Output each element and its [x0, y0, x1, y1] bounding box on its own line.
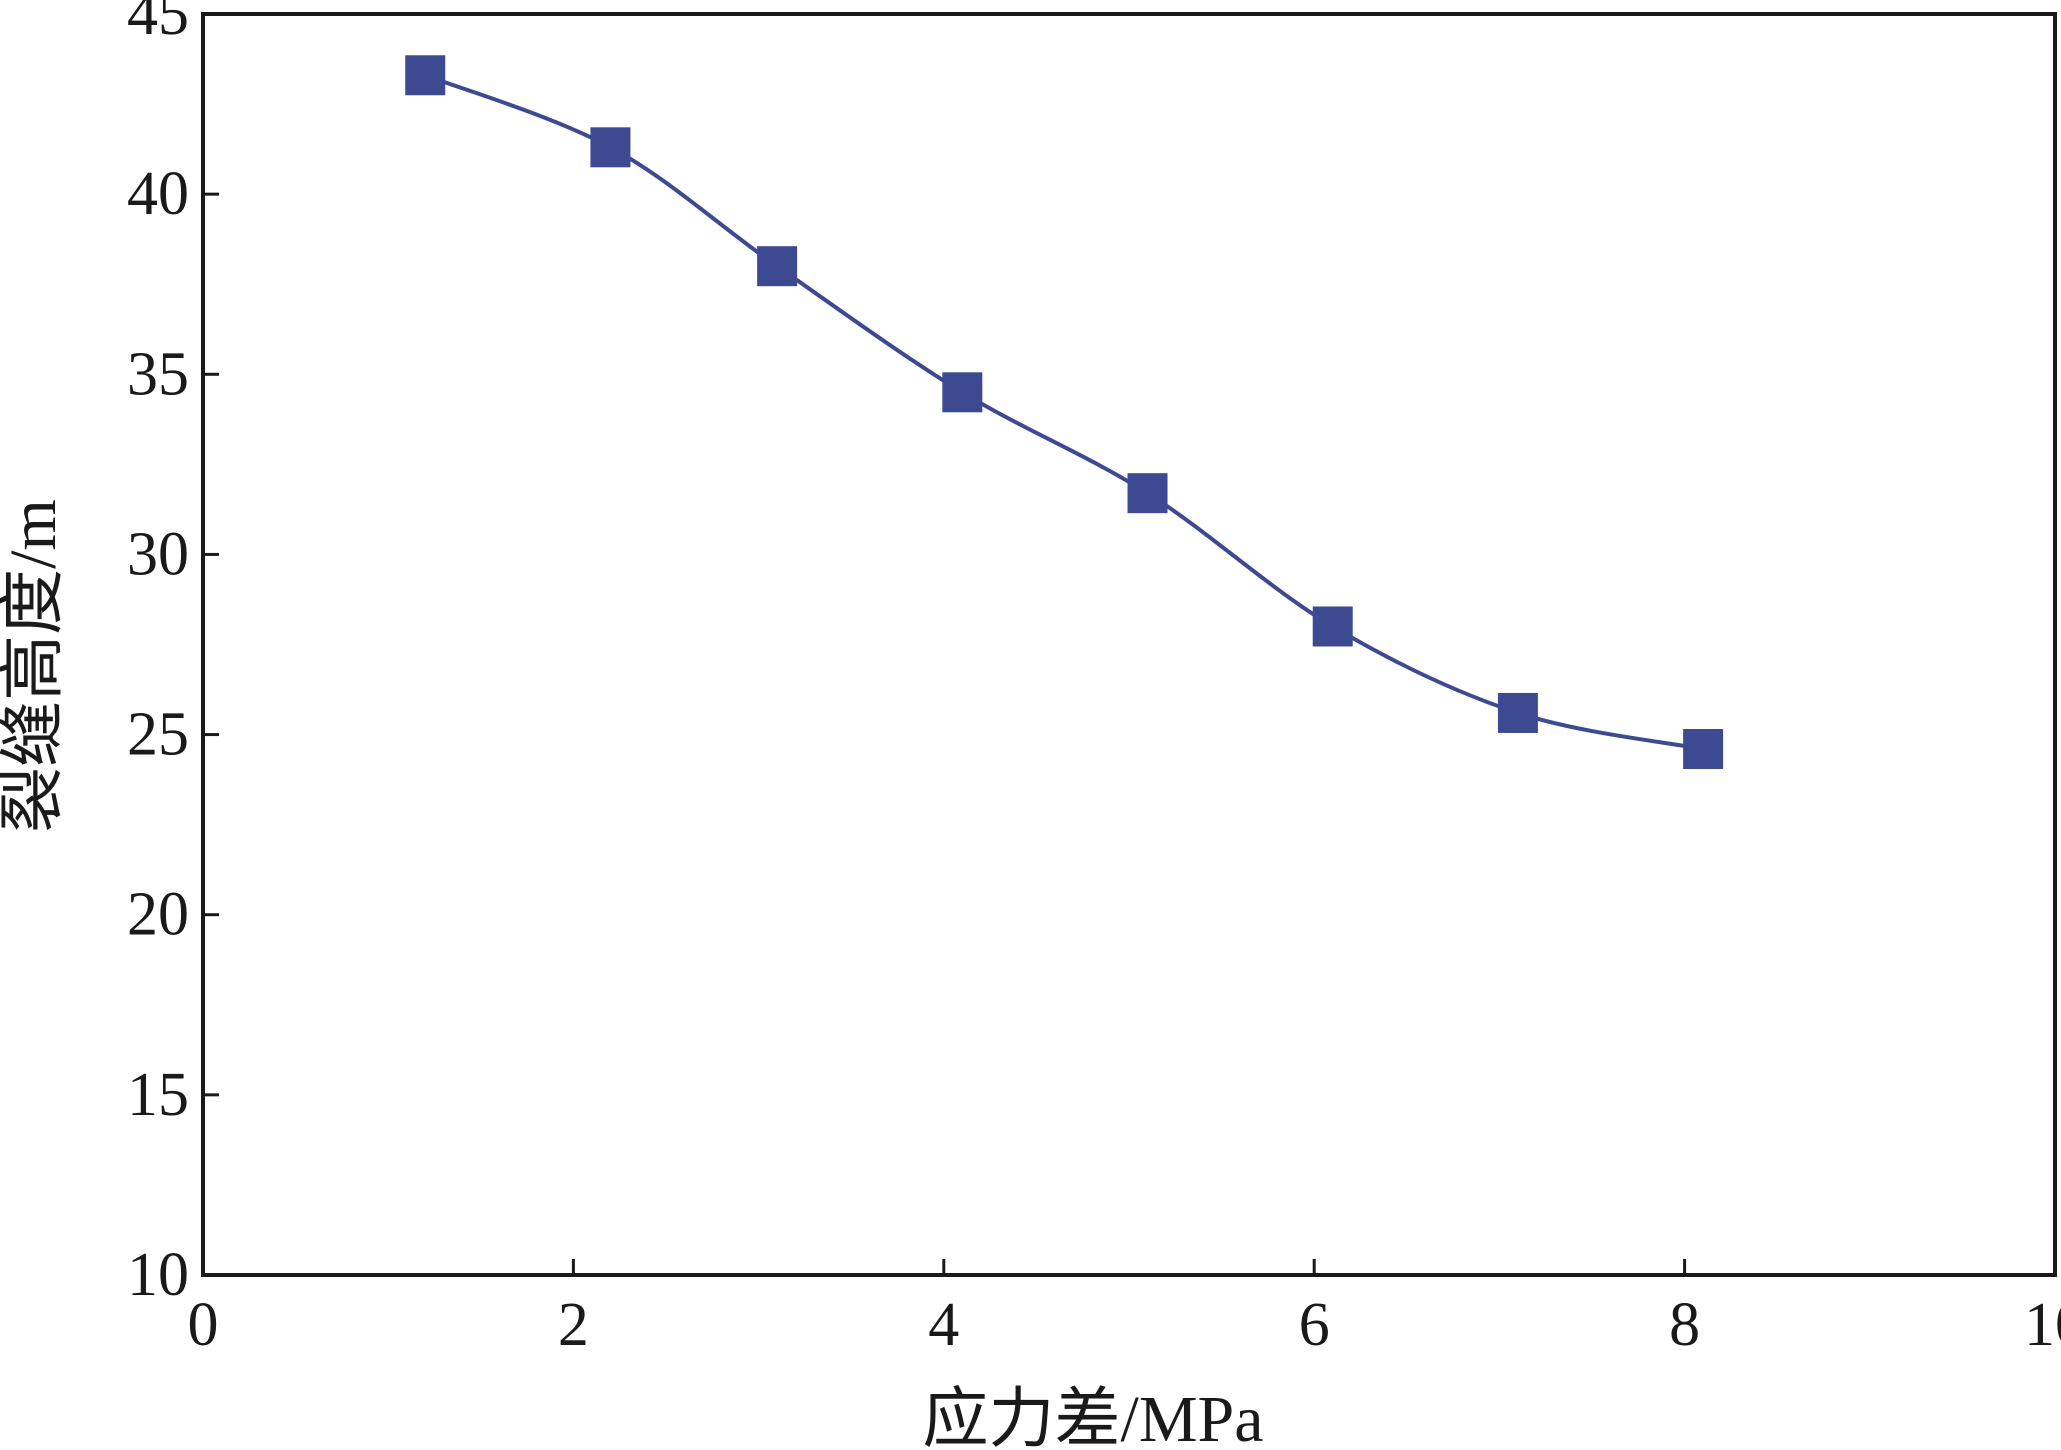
x-tick-label: 10 [2024, 1291, 2061, 1359]
data-point-marker [405, 55, 446, 96]
y-axis: 10 15 20 25 30 35 40 45 [127, 0, 219, 1309]
x-axis-title: 应力差/MPa [922, 1383, 1263, 1450]
x-tick-label: 0 [188, 1291, 219, 1359]
y-tick-label: 35 [127, 340, 189, 408]
series-layer [405, 55, 1724, 769]
data-point-marker [590, 127, 631, 168]
y-tick-label: 15 [127, 1061, 189, 1129]
series-line [424, 73, 1704, 751]
y-axis-title: 裂缝高度/m [0, 499, 70, 833]
data-point-marker [757, 246, 798, 287]
y-tick-label: 20 [127, 881, 189, 949]
y-tick-label: 25 [127, 701, 189, 769]
y-tick-label: 30 [127, 520, 189, 588]
plot-frame [201, 12, 2057, 1277]
data-point-marker [1312, 606, 1353, 647]
y-tick-label: 40 [127, 160, 189, 228]
data-point-marker [1683, 728, 1724, 769]
x-axis: 0 2 4 6 8 10 [188, 1259, 2061, 1359]
x-tick-label: 6 [1299, 1291, 1330, 1359]
x-tick-label: 2 [558, 1291, 589, 1359]
data-point-marker [1497, 692, 1538, 733]
x-tick-label: 8 [1669, 1291, 1700, 1359]
x-tick-label: 4 [928, 1291, 959, 1359]
y-tick-label: 45 [127, 0, 189, 48]
y-tick-label: 10 [127, 1241, 189, 1309]
data-point-marker [1127, 473, 1168, 514]
plot-border [201, 12, 2057, 1277]
data-point-marker [942, 372, 983, 413]
